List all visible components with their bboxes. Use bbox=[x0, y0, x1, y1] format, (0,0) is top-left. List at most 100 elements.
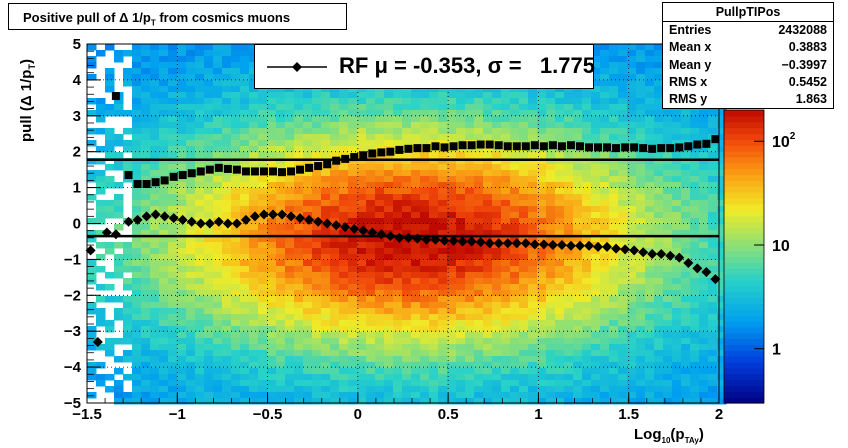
heatmap-cell bbox=[663, 122, 673, 129]
heatmap-cell bbox=[591, 374, 601, 381]
title-delta: Δ bbox=[119, 10, 129, 25]
heatmap-cell bbox=[177, 302, 187, 309]
heatmap-cell bbox=[177, 110, 187, 117]
heatmap-cell bbox=[321, 374, 331, 381]
heatmap-cell bbox=[204, 248, 214, 255]
heatmap-cell bbox=[132, 194, 142, 201]
heatmap-cell bbox=[519, 164, 529, 171]
heatmap-cell bbox=[303, 158, 313, 165]
heatmap-cell bbox=[591, 104, 601, 111]
heatmap-cell bbox=[636, 122, 646, 129]
heatmap-cell bbox=[528, 320, 538, 327]
heatmap-cell bbox=[249, 110, 259, 117]
heatmap-cell bbox=[573, 134, 583, 141]
heatmap-cell bbox=[249, 146, 259, 153]
heatmap-cell bbox=[483, 266, 493, 273]
heatmap-cell bbox=[177, 128, 187, 135]
heatmap-cell bbox=[690, 392, 700, 399]
heatmap-cell bbox=[267, 176, 277, 183]
heatmap-cell bbox=[222, 86, 232, 93]
heatmap-cell bbox=[456, 272, 466, 279]
heatmap-cell bbox=[285, 260, 295, 267]
heatmap-cell bbox=[663, 206, 673, 213]
marker-mu bbox=[150, 209, 161, 220]
heatmap-cell bbox=[465, 206, 475, 213]
heatmap-cell bbox=[429, 344, 439, 351]
heatmap-cell bbox=[636, 374, 646, 381]
heatmap-cell bbox=[222, 308, 232, 315]
heatmap-cell bbox=[276, 128, 286, 135]
heatmap-cell bbox=[312, 188, 322, 195]
stats-label: Mean y bbox=[669, 57, 712, 72]
heatmap-cell bbox=[501, 206, 511, 213]
y-tick-label: 1 bbox=[73, 180, 81, 197]
heatmap-cell bbox=[555, 356, 565, 363]
heatmap-cell bbox=[681, 368, 691, 375]
heatmap-cell bbox=[636, 140, 646, 147]
heatmap-cell bbox=[375, 122, 385, 129]
y-tick-label: 5 bbox=[73, 36, 81, 53]
heatmap-cell bbox=[663, 380, 673, 387]
heatmap-cell bbox=[492, 350, 502, 357]
heatmap-cell bbox=[321, 86, 331, 93]
heatmap-cell bbox=[627, 284, 637, 291]
heatmap-cell bbox=[609, 200, 619, 207]
heatmap-cell bbox=[249, 260, 259, 267]
heatmap-cell bbox=[213, 278, 223, 285]
marker-mu bbox=[502, 238, 513, 249]
heatmap-cell bbox=[690, 164, 700, 171]
heatmap-cell bbox=[699, 326, 709, 333]
heatmap-cell bbox=[447, 350, 457, 357]
heatmap-cell bbox=[618, 140, 628, 147]
z-tick-label: 10 bbox=[772, 238, 790, 255]
heatmap-cell bbox=[222, 338, 232, 345]
heatmap-cell bbox=[321, 314, 331, 321]
heatmap-cell bbox=[348, 272, 358, 279]
heatmap-cell bbox=[582, 314, 592, 321]
heatmap-cell bbox=[681, 200, 691, 207]
heatmap-cell bbox=[132, 260, 142, 267]
heatmap-cell bbox=[483, 398, 493, 405]
heatmap-cell bbox=[132, 308, 142, 315]
heatmap-cell bbox=[618, 314, 628, 321]
heatmap-cell bbox=[681, 278, 691, 285]
heatmap-cell bbox=[582, 182, 592, 189]
heatmap-cell bbox=[321, 236, 331, 243]
heatmap-cell bbox=[546, 296, 556, 303]
heatmap-cell bbox=[447, 356, 457, 363]
heatmap-cell bbox=[375, 104, 385, 111]
heatmap-cell bbox=[591, 224, 601, 231]
heatmap-cell bbox=[717, 248, 727, 255]
heatmap-cell bbox=[177, 200, 187, 207]
heatmap-cell bbox=[168, 392, 178, 399]
heatmap-cell bbox=[627, 308, 637, 315]
heatmap-cell bbox=[366, 260, 376, 267]
heatmap-cell bbox=[384, 194, 394, 201]
heatmap-cell bbox=[447, 338, 457, 345]
heatmap-cell bbox=[465, 326, 475, 333]
heatmap-cell bbox=[645, 188, 655, 195]
heatmap-cell bbox=[96, 218, 106, 225]
heatmap-cell bbox=[168, 116, 178, 123]
heatmap-cell bbox=[132, 248, 142, 255]
heatmap-cell bbox=[348, 164, 358, 171]
heatmap-cell bbox=[618, 44, 628, 51]
heatmap-cell bbox=[438, 188, 448, 195]
heatmap-cell bbox=[258, 146, 268, 153]
heatmap-cell bbox=[321, 326, 331, 333]
heatmap-cell bbox=[663, 194, 673, 201]
heatmap-cell bbox=[645, 200, 655, 207]
heatmap-cell bbox=[501, 278, 511, 285]
heatmap-cell bbox=[231, 200, 241, 207]
heatmap-cell bbox=[528, 164, 538, 171]
heatmap-cell bbox=[339, 356, 349, 363]
x-tick-label: 0 bbox=[354, 406, 362, 423]
heatmap-cell bbox=[591, 206, 601, 213]
heatmap-cell bbox=[150, 278, 160, 285]
heatmap-cell bbox=[294, 134, 304, 141]
heatmap-cell bbox=[537, 398, 547, 405]
heatmap-cell bbox=[411, 320, 421, 327]
heatmap-cell bbox=[663, 284, 673, 291]
heatmap-cell bbox=[231, 368, 241, 375]
heatmap-cell bbox=[195, 176, 205, 183]
